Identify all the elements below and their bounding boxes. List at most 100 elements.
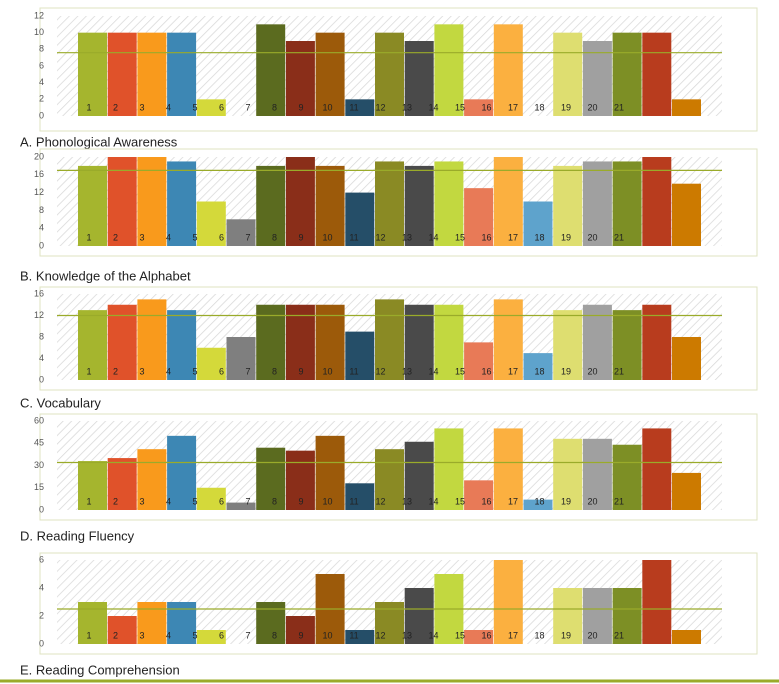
- bar: [137, 299, 167, 380]
- chart-title: A. Phonological Awareness: [20, 134, 178, 149]
- x-tick-label: 19: [561, 630, 571, 640]
- x-tick-label: 4: [166, 496, 171, 506]
- y-tick-label: 60: [34, 415, 44, 425]
- bar: [107, 157, 137, 246]
- y-tick-label: 10: [34, 27, 44, 37]
- bar: [404, 41, 434, 116]
- x-tick-label: 10: [322, 496, 332, 506]
- y-tick-label: 4: [39, 77, 44, 87]
- bar: [285, 304, 315, 380]
- x-tick-label: 4: [166, 232, 171, 242]
- panel-frame: [39, 552, 758, 655]
- panel-frame: [39, 148, 758, 257]
- bar: [315, 304, 345, 380]
- bar: [196, 201, 226, 246]
- bar: [612, 444, 642, 510]
- x-tick-label: 8: [272, 232, 277, 242]
- x-tick-label: 7: [245, 366, 250, 376]
- bar: [256, 447, 286, 510]
- bar: [523, 353, 553, 380]
- bar: [345, 99, 375, 116]
- bar: [196, 630, 226, 644]
- x-tick-label: 13: [402, 232, 412, 242]
- x-tick-label: 4: [166, 366, 171, 376]
- bar: [582, 41, 612, 116]
- x-tick-label: 10: [322, 232, 332, 242]
- x-tick-label: 20: [587, 630, 597, 640]
- panel-frame: [39, 413, 758, 521]
- bar: [582, 304, 612, 380]
- bar: [256, 602, 286, 644]
- bar: [78, 165, 107, 246]
- bar: [196, 347, 226, 380]
- y-tick-label: 0: [39, 240, 44, 250]
- bar: [612, 588, 642, 644]
- bar: [404, 441, 434, 510]
- y-tick-label: 12: [34, 187, 44, 197]
- bar: [167, 435, 197, 510]
- chart-title: C. Vocabulary: [20, 395, 101, 410]
- x-tick-label: 6: [219, 496, 224, 506]
- y-tick-label: 8: [39, 331, 44, 341]
- x-tick-label: 13: [402, 102, 412, 112]
- bar: [375, 32, 404, 116]
- x-tick-label: 1: [86, 496, 91, 506]
- x-tick-label: 10: [322, 630, 332, 640]
- bar: [107, 616, 137, 644]
- x-tick-label: 7: [245, 630, 250, 640]
- x-tick-label: 14: [428, 496, 438, 506]
- bar: [375, 299, 404, 380]
- y-tick-label: 6: [39, 554, 44, 564]
- bar: [434, 24, 464, 116]
- bar: [642, 304, 672, 380]
- bar: [404, 165, 434, 246]
- x-tick-label: 3: [139, 232, 144, 242]
- x-tick-label: 10: [322, 366, 332, 376]
- bar: [493, 157, 523, 246]
- x-tick-label: 11: [349, 630, 358, 640]
- x-tick-label: 17: [508, 232, 518, 242]
- y-tick-label: 0: [39, 110, 44, 120]
- x-tick-label: 2: [113, 102, 118, 112]
- x-tick-label: 14: [428, 366, 438, 376]
- y-tick-label: 4: [39, 223, 44, 233]
- bar: [78, 32, 107, 116]
- x-tick-label: 18: [534, 102, 544, 112]
- y-tick-label: 0: [39, 504, 44, 514]
- x-tick-label: 13: [402, 630, 412, 640]
- x-tick-label: 11: [349, 232, 358, 242]
- bar: [107, 458, 137, 510]
- bar: [612, 161, 642, 246]
- bar: [78, 310, 107, 380]
- x-tick-label: 4: [166, 102, 171, 112]
- x-tick-label: 8: [272, 366, 277, 376]
- x-tick-label: 1: [86, 232, 91, 242]
- bar: [78, 602, 107, 644]
- bar: [553, 438, 583, 510]
- x-tick-label: 21: [614, 496, 624, 506]
- bar: [345, 483, 375, 510]
- bar: [464, 342, 494, 380]
- x-tick-label: 6: [219, 102, 224, 112]
- x-tick-label: 7: [245, 232, 250, 242]
- bar: [315, 165, 345, 246]
- bar: [672, 99, 701, 116]
- bar: [612, 310, 642, 380]
- x-tick-label: 5: [192, 496, 197, 506]
- y-tick-label: 16: [34, 288, 44, 298]
- x-tick-label: 12: [375, 630, 385, 640]
- x-tick-label: 6: [219, 366, 224, 376]
- y-tick-label: 15: [34, 482, 44, 492]
- x-tick-label: 1: [86, 366, 91, 376]
- x-tick-label: 12: [375, 496, 385, 506]
- x-tick-label: 2: [113, 630, 118, 640]
- bar: [672, 183, 701, 246]
- x-tick-label: 15: [455, 496, 465, 506]
- y-tick-label: 0: [39, 374, 44, 384]
- x-tick-label: 17: [508, 496, 518, 506]
- x-tick-label: 12: [375, 232, 385, 242]
- bar: [256, 24, 286, 116]
- x-tick-label: 8: [272, 496, 277, 506]
- x-tick-label: 20: [587, 102, 597, 112]
- bar: [256, 304, 286, 380]
